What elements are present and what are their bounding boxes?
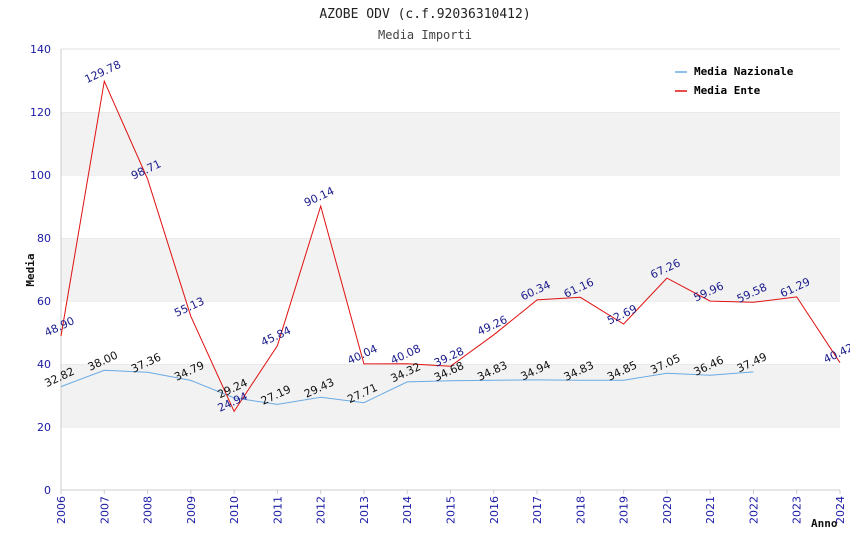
y-axis-ticks: 0 20 40 60 80 100 120 140 bbox=[30, 43, 51, 497]
x-tick-label: 2008 bbox=[142, 496, 155, 524]
x-tick-label: 2018 bbox=[574, 496, 587, 524]
x-tick-label: 2024 bbox=[834, 496, 847, 524]
x-tick-label: 2015 bbox=[445, 496, 458, 524]
x-tick-label: 2013 bbox=[358, 496, 371, 524]
series-line-ente bbox=[60, 79, 841, 413]
chart-subtitle: Media Importi bbox=[378, 28, 472, 42]
x-tick-label: 2011 bbox=[271, 496, 284, 524]
y-axis-label: Media bbox=[24, 253, 37, 286]
y-tick-label: 100 bbox=[30, 169, 51, 182]
y-tick-label: 40 bbox=[37, 358, 51, 371]
grid-band bbox=[61, 112, 840, 175]
legend: Media Nazionale Media Ente bbox=[675, 65, 794, 97]
grid-band bbox=[61, 427, 840, 490]
x-axis-ticks: 2006 2007 2008 2009 2010 2011 2012 2013 2014 2015… bbox=[55, 490, 847, 524]
x-tick-label: 2014 bbox=[401, 496, 414, 524]
x-tick-label: 2023 bbox=[791, 496, 804, 524]
grid-band bbox=[61, 175, 840, 238]
x-tick-label: 2021 bbox=[704, 496, 717, 524]
legend-entry: Media Nazionale bbox=[694, 65, 794, 78]
grid-band bbox=[61, 49, 840, 112]
grid-band bbox=[61, 238, 840, 301]
y-tick-label: 0 bbox=[44, 484, 51, 497]
y-tick-label: 120 bbox=[30, 106, 51, 119]
x-tick-label: 2007 bbox=[98, 496, 111, 524]
y-tick-label: 80 bbox=[37, 232, 51, 245]
x-tick-label: 2012 bbox=[315, 496, 328, 524]
grid-bands bbox=[61, 48, 840, 490]
y-tick-label: 20 bbox=[37, 421, 51, 434]
series-lines bbox=[60, 79, 841, 413]
y-tick-label: 140 bbox=[30, 43, 51, 56]
x-tick-label: 2022 bbox=[747, 496, 760, 524]
x-tick-label: 2006 bbox=[55, 496, 68, 524]
x-tick-label: 2019 bbox=[618, 496, 631, 524]
grid-band bbox=[61, 301, 840, 364]
x-tick-label: 2016 bbox=[488, 496, 501, 524]
legend-entry: Media Ente bbox=[694, 84, 761, 97]
y-tick-label: 60 bbox=[37, 295, 51, 308]
series-line-nazionale bbox=[60, 369, 754, 405]
grid-band bbox=[61, 364, 840, 427]
x-tick-label: 2020 bbox=[661, 496, 674, 524]
x-tick-label: 2009 bbox=[185, 496, 198, 524]
x-axis-label: Anno bbox=[811, 517, 838, 530]
x-tick-label: 2010 bbox=[228, 496, 241, 524]
chart-title: AZOBE ODV (c.f.92036310412) bbox=[319, 7, 530, 22]
x-tick-label: 2017 bbox=[531, 496, 544, 524]
